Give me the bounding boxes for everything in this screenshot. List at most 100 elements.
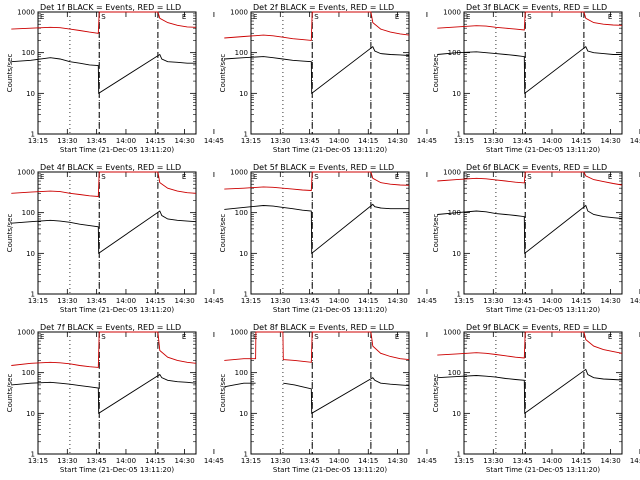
plot-frame (463, 171, 623, 295)
x-tick-label: 13:45 (300, 457, 320, 465)
x-tick-label: 14:45 (204, 297, 224, 305)
x-tick-label: 14:00 (329, 297, 349, 305)
x-axis-label: Start Time (21-Dec-05 13:11:20) (60, 306, 174, 314)
x-tick-label: 13:45 (87, 137, 107, 145)
start-marker: S (527, 333, 532, 341)
x-tick-label: 13:30 (57, 137, 77, 145)
y-axis-label: Counts/sec (219, 374, 227, 413)
end-marker: E (395, 333, 399, 341)
end-marker: E (395, 173, 399, 181)
y-tick-label: 1 (31, 131, 35, 139)
x-tick-label: 14:00 (116, 457, 136, 465)
events-series-line (11, 373, 197, 415)
detector-panel: Det 2f BLACK = Events, RED = LLD 1 10 100 10… (219, 3, 437, 154)
start-marker: S (314, 173, 319, 181)
detector-panel: Det 1f BLACK = Events, RED = LLD 1 10 100 10… (6, 3, 224, 154)
end-marker: E (608, 13, 612, 21)
x-axis-label: Start Time (21-Dec-05 13:11:20) (273, 146, 387, 154)
end-marker: E (182, 333, 186, 341)
x-tick-label: 14:45 (417, 137, 437, 145)
y-tick-label: 100 (235, 369, 248, 377)
detector-panel: Det 4f BLACK = Events, RED = LLD 1 10 100 10… (6, 163, 224, 314)
y-tick-label: 10 (26, 250, 35, 258)
events-series-line (11, 210, 197, 255)
y-tick-label: 1000 (230, 9, 248, 17)
x-axis-label: Start Time (21-Dec-05 13:11:20) (486, 146, 600, 154)
panel-title: Det 4f BLACK = Events, RED = LLD (40, 163, 181, 172)
x-tick-label: 14:30 (601, 297, 621, 305)
x-tick-label: 14:45 (204, 137, 224, 145)
x-tick-label: 14:15 (571, 457, 591, 465)
start-marker: S (314, 333, 319, 341)
detector-panel: Det 6f BLACK = Events, RED = LLD11010010… (432, 163, 640, 314)
y-tick-label: 1 (457, 451, 461, 459)
x-tick-label: 13:30 (57, 457, 77, 465)
start-marker: S (527, 173, 532, 181)
y-tick-label: 10 (452, 90, 461, 98)
start-marker: S (101, 173, 106, 181)
detector-panel: Det 7f BLACK = Events, RED = LLD 1 10 100 10… (6, 323, 224, 474)
y-tick-label: 1000 (17, 329, 35, 337)
y-tick-label: 1000 (17, 169, 35, 177)
x-tick-label: 14:45 (204, 457, 224, 465)
y-axis-label: Counts/sec (219, 54, 227, 93)
x-axis-label: Start Time (21-Dec-05 13:11:20) (60, 466, 174, 474)
y-tick-label: 100 (22, 49, 35, 57)
detector-panel: Det 9f BLACK = Events, RED = LLD 1 10 100 10… (432, 323, 640, 474)
y-axis-label: Counts/sec (6, 54, 14, 93)
panel-title: Det 8f BLACK = Events, RED = LLD (253, 323, 394, 332)
panel-title: Det 9f BLACK = Events, RED = LLD (466, 323, 607, 332)
events-series-line (11, 53, 196, 95)
end-marker: E (395, 13, 399, 21)
y-tick-label: 1000 (230, 169, 248, 177)
y-tick-label: 1 (244, 131, 248, 139)
lld-series-line (437, 331, 623, 359)
x-tick-label: 13:30 (483, 137, 503, 145)
events-series-line (437, 368, 623, 415)
edge-marker: E (40, 173, 44, 181)
end-marker: E (182, 13, 186, 21)
x-axis-label: Start Time (21-Dec-05 13:11:20) (486, 466, 600, 474)
y-axis-label: Counts/sec (6, 374, 14, 413)
x-tick-label: 13:15 (28, 457, 48, 465)
y-axis-label: Counts/sec (432, 214, 440, 253)
y-tick-label: 100 (235, 49, 248, 57)
plot-frame (250, 171, 410, 295)
x-tick-label: 13:15 (454, 297, 474, 305)
y-tick-label: 10 (239, 90, 248, 98)
x-tick-label: 14:30 (601, 457, 621, 465)
y-tick-label: 1 (457, 131, 461, 139)
lld-series-line (437, 171, 623, 186)
y-tick-label: 1000 (443, 329, 461, 337)
x-tick-label: 13:45 (87, 457, 107, 465)
x-tick-label: 13:15 (454, 137, 474, 145)
x-tick-label: 14:00 (329, 137, 349, 145)
panel-title: Det 6f BLACK = Events, RED = LLD (466, 163, 607, 172)
x-tick-label: 13:30 (270, 297, 290, 305)
y-tick-label: 10 (239, 250, 248, 258)
y-tick-label: 1000 (443, 9, 461, 17)
plot-frame (37, 331, 197, 455)
x-tick-label: 14:45 (630, 457, 640, 465)
edge-marker: E (466, 13, 470, 21)
y-tick-label: 1 (244, 451, 248, 459)
x-tick-label: 13:45 (513, 137, 533, 145)
x-axis-label: Start Time (21-Dec-05 13:11:20) (60, 146, 174, 154)
y-tick-label: 1000 (17, 9, 35, 17)
y-axis-label: Counts/sec (432, 54, 440, 93)
y-tick-label: 10 (452, 410, 461, 418)
x-tick-label: 14:30 (388, 297, 408, 305)
x-tick-label: 14:15 (358, 457, 378, 465)
y-tick-label: 100 (448, 369, 461, 377)
events-series-line (437, 204, 623, 255)
plot-frame (463, 11, 623, 135)
x-tick-label: 14:00 (542, 297, 562, 305)
x-tick-label: 14:45 (630, 297, 640, 305)
x-tick-label: 14:15 (571, 297, 591, 305)
y-tick-label: 10 (239, 410, 248, 418)
edge-marker: E (40, 13, 44, 21)
x-tick-label: 14:00 (116, 297, 136, 305)
edge-marker: E (466, 173, 470, 181)
lld-series-line (11, 171, 197, 197)
